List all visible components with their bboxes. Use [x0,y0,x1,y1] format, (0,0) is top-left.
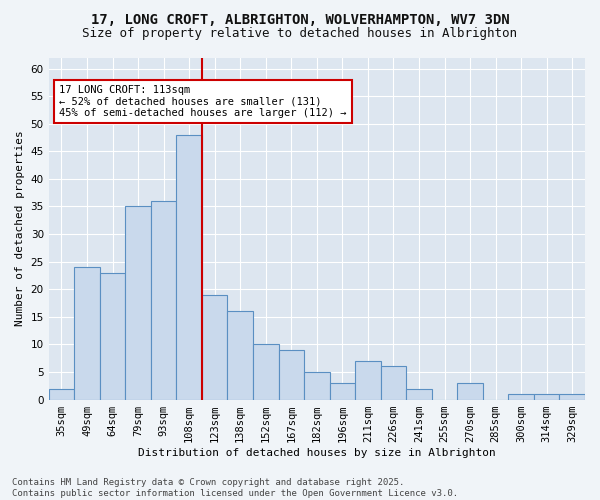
Bar [534,394,559,400]
Bar [227,312,253,400]
Bar [202,295,227,400]
Text: 17, LONG CROFT, ALBRIGHTON, WOLVERHAMPTON, WV7 3DN: 17, LONG CROFT, ALBRIGHTON, WOLVERHAMPTO… [91,12,509,26]
Bar [176,134,202,400]
Y-axis label: Number of detached properties: Number of detached properties [15,130,25,326]
Bar [329,383,355,400]
Bar [125,206,151,400]
Bar [304,372,329,400]
Text: Contains HM Land Registry data © Crown copyright and database right 2025.
Contai: Contains HM Land Registry data © Crown c… [12,478,458,498]
Bar [151,201,176,400]
Bar [457,383,483,400]
Bar [253,344,278,400]
Bar [49,388,74,400]
Bar [355,361,380,400]
Bar [278,350,304,400]
Text: 17 LONG CROFT: 113sqm
← 52% of detached houses are smaller (131)
45% of semi-det: 17 LONG CROFT: 113sqm ← 52% of detached … [59,85,347,118]
Bar [559,394,585,400]
Bar [508,394,534,400]
Text: Size of property relative to detached houses in Albrighton: Size of property relative to detached ho… [83,28,517,40]
Bar [406,388,432,400]
Bar [100,272,125,400]
Bar [74,267,100,400]
X-axis label: Distribution of detached houses by size in Albrighton: Distribution of detached houses by size … [138,448,496,458]
Bar [380,366,406,400]
